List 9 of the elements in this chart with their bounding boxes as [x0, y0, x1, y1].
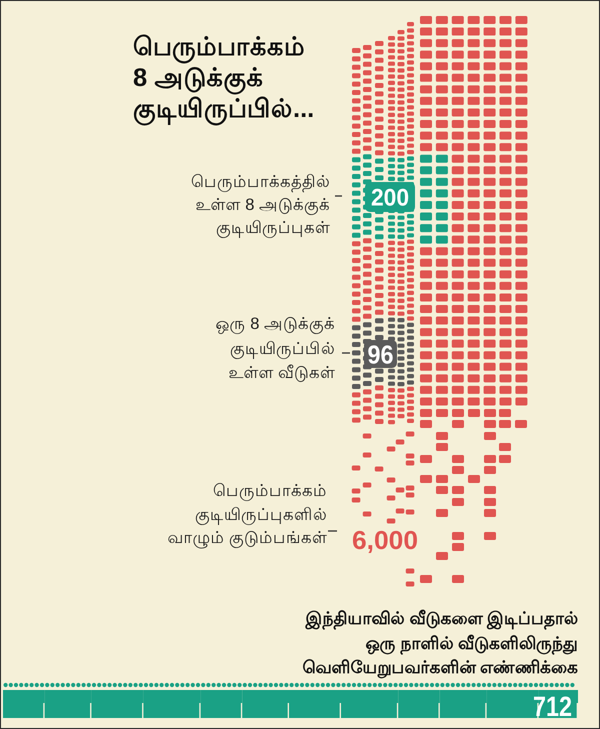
category-label: பெரும்பாக்கம் குடியிருப்புகளில் வாழும் குடும்பங்கள் [166, 481, 327, 550]
category-label: ஒரு 8 அடுக்குக் குடியிருப்பில் உள்ள வீடுகள் [214, 314, 335, 384]
category-label: பெரும்பாக்கத்தில் உள்ள 8 அடுக்குக் குடியிருப்புகள் [190, 172, 330, 240]
text: பெரும்பாக்கம் 8 அடுக்குக் குடியிருப்பில்... [133, 32, 316, 125]
data-label: 712 [533, 691, 580, 722]
data-label: 200 [370, 184, 411, 212]
data-label: 6,000 [352, 525, 418, 555]
category-label: இந்தியாவில் வீடுகளை இடிப்பதால் ஒரு நாளில் வீடுகளிலிருந்து வெளியேறுபவர்களின் எண்ணிக்கை [301, 608, 578, 680]
data-label: 96 [368, 339, 396, 370]
